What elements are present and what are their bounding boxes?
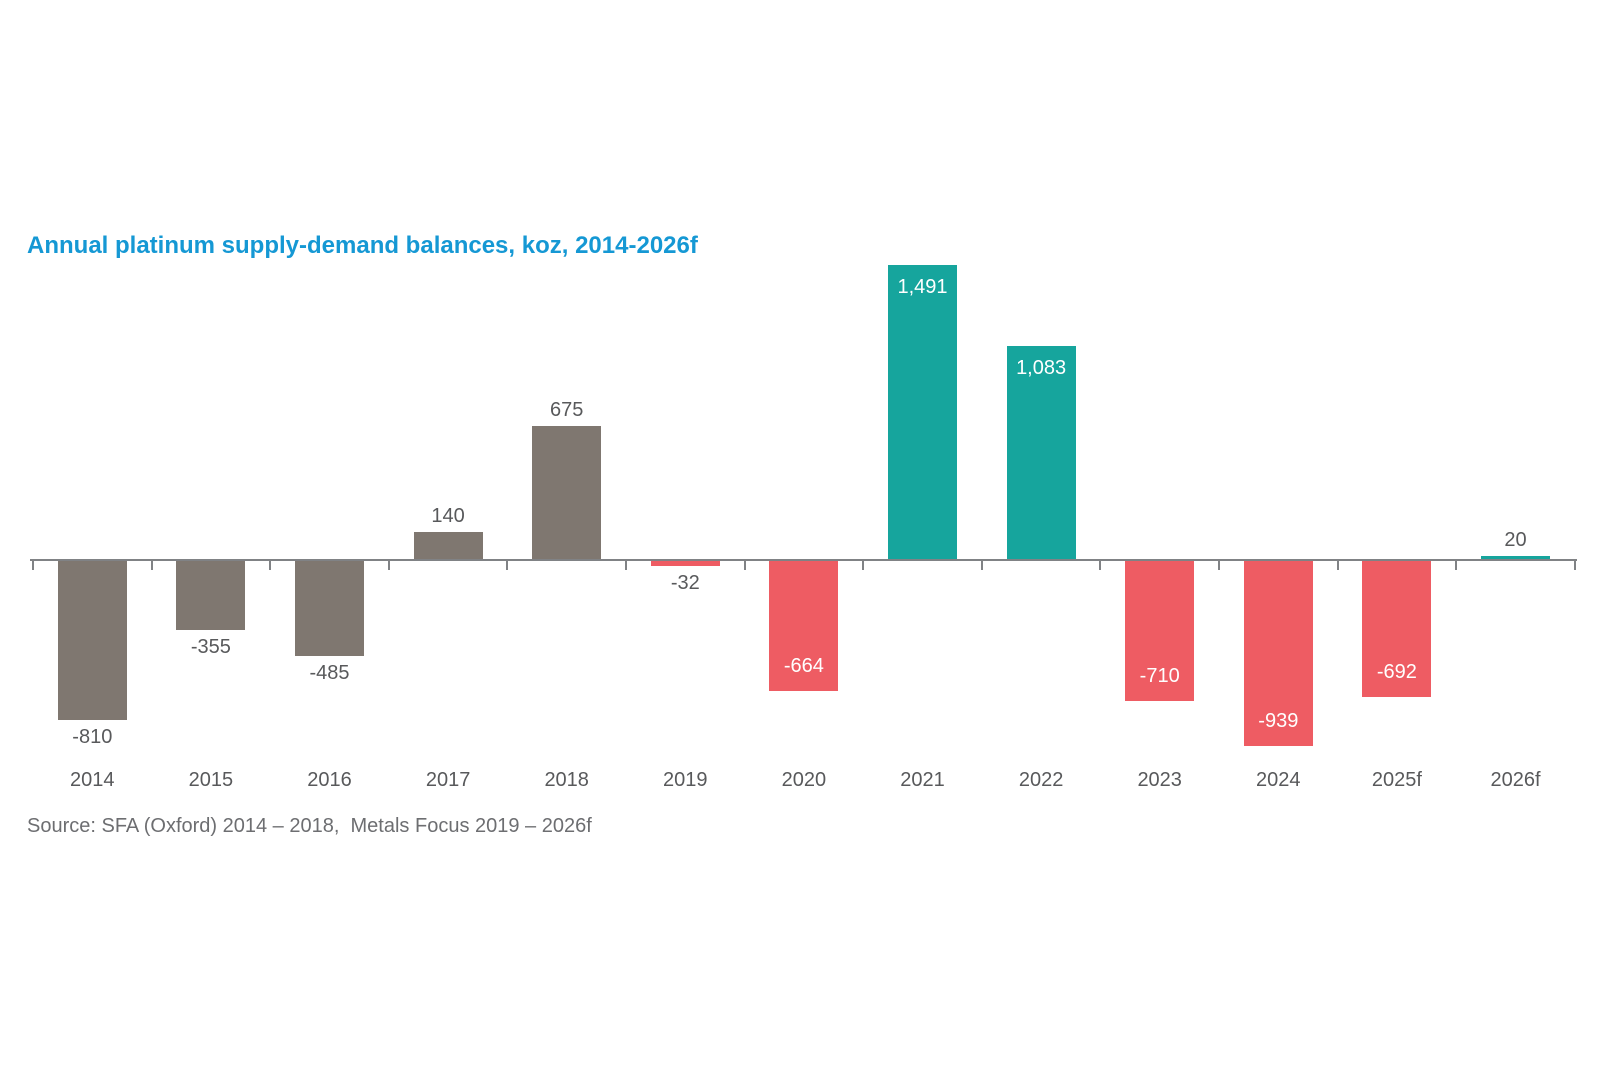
bar-value-label-2022: 1,083 [1016, 356, 1067, 379]
x-axis-label-2022: 2022 [1018, 769, 1064, 791]
bar-value-label-2026f: 20 [1504, 529, 1527, 552]
x-axis-label-2024: 2024 [1256, 769, 1301, 791]
chart-title: Annual platinum supply-demand balances, … [27, 232, 698, 259]
x-axis-label-2023: 2023 [1137, 769, 1182, 791]
bar-2025f [1362, 560, 1432, 698]
x-axis-line [30, 559, 1577, 561]
bar-2026f [1481, 556, 1550, 560]
x-axis-tick-0 [32, 559, 34, 570]
x-axis-tick-10 [1218, 559, 1220, 570]
x-axis-label-2015: 2015 [188, 769, 234, 791]
bar-value-label-2021: 1,491 [897, 275, 948, 298]
x-axis-label-2014: 2014 [70, 769, 115, 791]
source-note: Source: SFA (Oxford) 2014 – 2018, Metals… [27, 815, 592, 837]
bar-value-label-2017: 140 [431, 505, 465, 528]
bar-2021 [888, 264, 957, 560]
bar-value-label-2014: -810 [72, 726, 113, 749]
x-axis-label-2017: 2017 [425, 769, 471, 791]
bar-2016 [295, 560, 364, 657]
x-axis-tick-6 [743, 559, 746, 570]
bar-value-label-2023: -710 [1139, 664, 1180, 687]
x-axis-label-2026f: 2026f [1490, 769, 1541, 791]
bar-2024 [1243, 560, 1313, 746]
bar-value-label-2025f: -692 [1376, 661, 1417, 684]
bar-2017 [413, 532, 483, 560]
x-axis-tick-11 [1336, 559, 1339, 570]
x-axis-label-2025f: 2025f [1371, 769, 1422, 791]
bar-value-label-2024: -939 [1258, 709, 1299, 732]
x-axis-tick-8 [980, 559, 983, 570]
x-axis-tick-9 [1099, 559, 1102, 570]
x-axis-tick-4 [506, 559, 509, 570]
x-axis-label-2021: 2021 [900, 769, 945, 791]
x-axis-label-2018: 2018 [544, 769, 589, 791]
x-axis-tick-3 [387, 559, 390, 570]
x-axis-tick-7 [862, 559, 865, 570]
bar-value-label-2020: -664 [783, 655, 824, 678]
bar-2020 [769, 560, 839, 692]
x-axis-tick-13 [1573, 559, 1576, 570]
x-axis-tick-2 [269, 559, 272, 570]
x-axis-tick-12 [1455, 559, 1458, 570]
bar-2018 [532, 426, 602, 560]
bar-value-label-2016: -485 [309, 662, 350, 685]
bar-2019 [650, 560, 720, 567]
bar-value-label-2019: -32 [670, 572, 700, 595]
bar-2022 [1006, 345, 1076, 560]
bar-2014 [57, 560, 127, 721]
bar-2015 [176, 560, 246, 631]
bar-2023 [1125, 560, 1195, 701]
x-axis-label-2019: 2019 [663, 769, 708, 791]
x-axis-tick-1 [150, 559, 153, 570]
bar-value-label-2018: 675 [550, 399, 584, 422]
bar-value-label-2015: -355 [190, 636, 231, 659]
x-axis-label-2020: 2020 [781, 769, 827, 791]
x-axis-label-2016: 2016 [307, 769, 352, 791]
x-axis-tick-5 [625, 559, 627, 570]
